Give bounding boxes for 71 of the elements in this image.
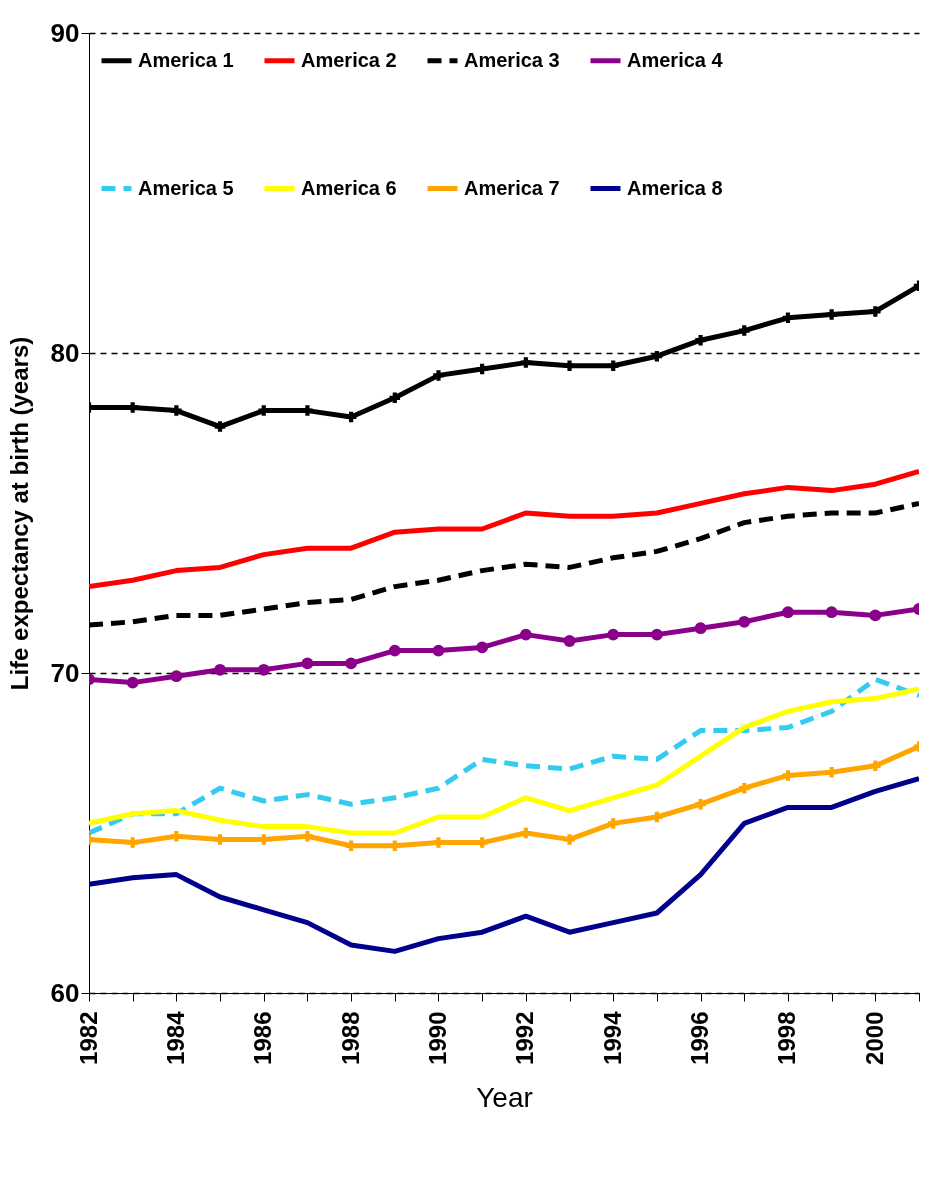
point xyxy=(869,609,882,622)
point xyxy=(301,657,314,670)
point xyxy=(389,840,401,852)
point xyxy=(739,782,750,794)
point xyxy=(476,641,489,654)
point xyxy=(826,309,837,320)
x-tick-label: 1996 xyxy=(686,1011,714,1065)
legend-label: America 1 xyxy=(138,48,234,71)
point xyxy=(650,628,663,641)
point xyxy=(345,657,358,670)
point xyxy=(126,676,139,689)
point xyxy=(782,770,794,781)
x-tick-label: 1986 xyxy=(249,1011,277,1065)
legend-label: America 7 xyxy=(464,176,560,199)
point xyxy=(607,360,619,372)
point xyxy=(782,606,794,619)
point xyxy=(127,837,138,848)
point xyxy=(607,628,620,641)
point xyxy=(782,312,794,324)
legend-label: America 8 xyxy=(627,176,723,199)
point xyxy=(170,670,183,683)
x-tick-label: 1994 xyxy=(598,1010,626,1065)
x-tick-label: 2000 xyxy=(860,1011,888,1065)
point xyxy=(389,392,401,404)
point xyxy=(214,663,226,676)
point xyxy=(345,411,357,423)
y-tick-label: 60 xyxy=(50,977,80,1008)
legend-label: America 4 xyxy=(627,48,724,71)
point xyxy=(519,628,532,641)
legend-label: America 6 xyxy=(301,176,397,199)
y-axis-title: Life expectancy at birth (years) xyxy=(5,336,33,691)
x-tick-label: 1984 xyxy=(161,1010,189,1065)
x-axis-title: Year xyxy=(476,1081,533,1113)
point xyxy=(651,811,663,823)
x-tick-label: 1990 xyxy=(423,1011,451,1065)
point xyxy=(388,644,401,657)
legend-label: America 5 xyxy=(138,176,234,199)
y-tick-label: 80 xyxy=(50,337,80,368)
point xyxy=(695,798,706,810)
point xyxy=(563,635,576,647)
point xyxy=(564,360,575,372)
point xyxy=(520,827,532,839)
x-tick-label: 1988 xyxy=(336,1011,364,1065)
point xyxy=(564,834,575,845)
point xyxy=(257,663,270,676)
point xyxy=(739,325,750,336)
point xyxy=(695,334,706,346)
y-tick-label: 70 xyxy=(50,657,80,688)
point xyxy=(607,818,619,829)
legend-label: America 3 xyxy=(464,48,560,71)
point xyxy=(214,421,226,432)
point xyxy=(694,622,707,635)
point xyxy=(738,615,751,628)
point xyxy=(825,606,838,619)
y-tick-label: 90 xyxy=(50,17,80,48)
point xyxy=(476,363,488,375)
x-tick-label: 1998 xyxy=(773,1011,801,1065)
point xyxy=(302,830,313,842)
point xyxy=(870,306,881,317)
point xyxy=(432,644,445,657)
point xyxy=(433,370,444,381)
point xyxy=(171,405,182,416)
point xyxy=(520,357,532,368)
x-tick-label: 1982 xyxy=(74,1011,102,1065)
point xyxy=(651,350,663,362)
point xyxy=(870,760,881,772)
point xyxy=(171,830,182,842)
point xyxy=(826,766,837,778)
point xyxy=(345,840,357,852)
legend-label: America 2 xyxy=(301,48,397,71)
x-tick-label: 1992 xyxy=(511,1011,539,1065)
